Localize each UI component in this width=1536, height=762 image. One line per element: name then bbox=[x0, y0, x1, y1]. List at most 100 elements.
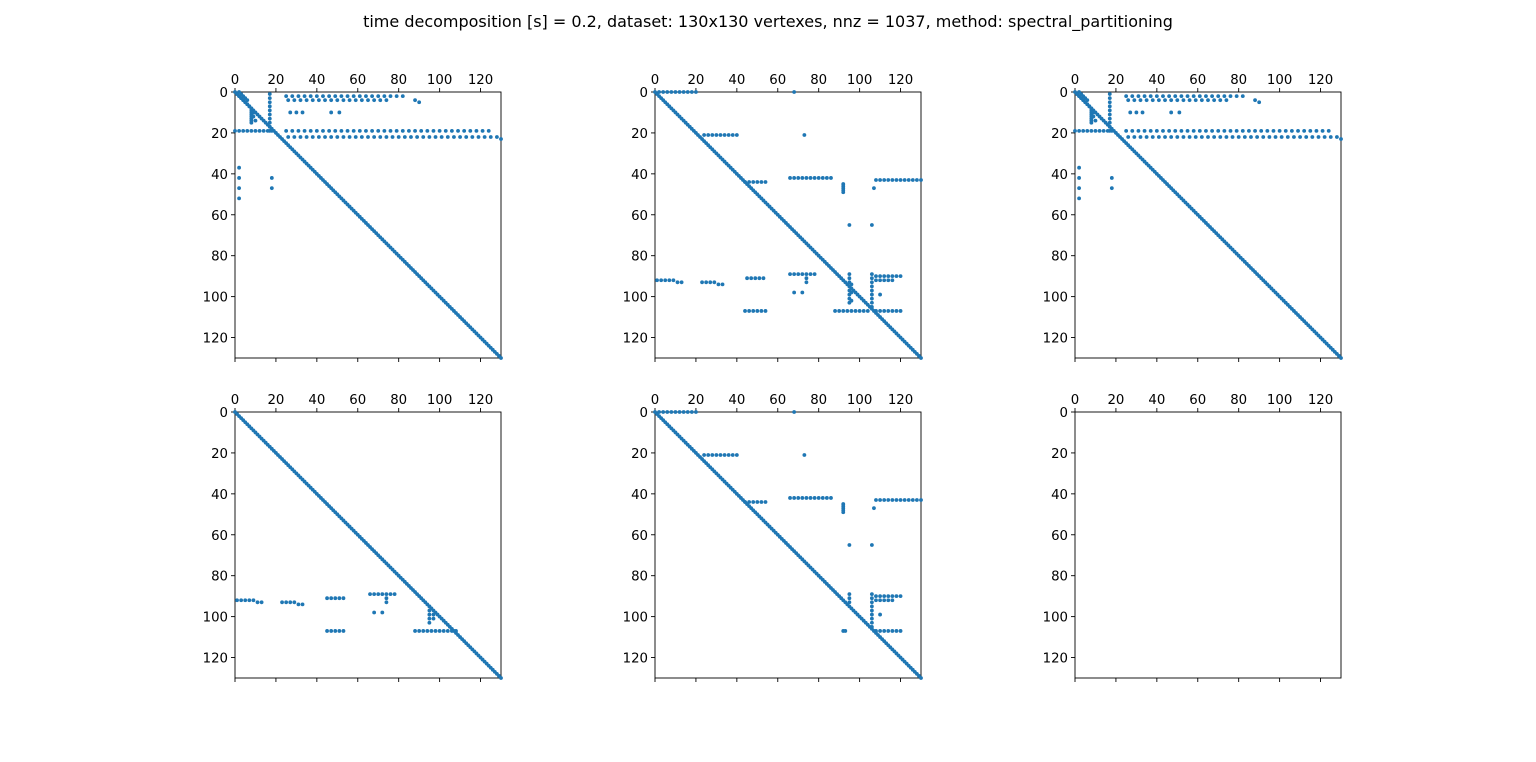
nonzero-point bbox=[413, 629, 417, 633]
nonzero-point bbox=[1257, 100, 1262, 105]
nonzero-point bbox=[316, 98, 321, 103]
nonzero-point bbox=[886, 278, 891, 283]
nonzero-point bbox=[427, 135, 432, 139]
nonzero-point bbox=[804, 272, 809, 277]
x-tick-label: 40 bbox=[308, 393, 325, 408]
nonzero-point bbox=[1302, 128, 1307, 133]
nonzero-point bbox=[869, 596, 874, 601]
nonzero-point bbox=[847, 600, 852, 605]
nonzero-point bbox=[712, 280, 717, 285]
nonzero-point bbox=[655, 278, 659, 283]
nonzero-point bbox=[849, 298, 854, 303]
nonzero-point bbox=[296, 128, 301, 133]
nonzero-point bbox=[841, 190, 846, 195]
nonzero-point bbox=[292, 600, 297, 605]
figure-title: time decomposition [s] = 0.2, dataset: 1… bbox=[363, 12, 1173, 31]
nonzero-point bbox=[898, 498, 903, 502]
nonzero-point bbox=[415, 135, 420, 139]
y-tick-label: 20 bbox=[631, 127, 648, 142]
nonzero-point bbox=[853, 309, 858, 313]
nonzero-point bbox=[685, 90, 690, 94]
nonzero-point bbox=[816, 496, 821, 500]
nonzero-point bbox=[1193, 135, 1198, 139]
nonzero-point bbox=[869, 280, 874, 285]
nonzero-point bbox=[874, 278, 878, 283]
nonzero-point bbox=[384, 596, 389, 601]
nonzero-point bbox=[1322, 135, 1327, 139]
nonzero-point bbox=[669, 410, 674, 414]
nonzero-point bbox=[869, 624, 874, 629]
nonzero-point bbox=[366, 98, 370, 103]
nonzero-point bbox=[1197, 94, 1202, 98]
nonzero-point bbox=[824, 496, 829, 500]
nonzero-point bbox=[376, 592, 381, 597]
nonzero-point bbox=[267, 100, 272, 105]
nonzero-point bbox=[804, 176, 809, 180]
nonzero-point bbox=[1304, 135, 1309, 139]
nonzero-point bbox=[679, 280, 684, 285]
x-tick-label: 100 bbox=[847, 73, 872, 88]
nonzero-point bbox=[370, 128, 374, 133]
nonzero-point bbox=[267, 108, 272, 113]
nonzero-point bbox=[1154, 94, 1159, 98]
y-tick-label: 80 bbox=[211, 570, 228, 585]
x-tick-label: 60 bbox=[1189, 73, 1206, 88]
x-tick-label: 100 bbox=[1267, 393, 1292, 408]
nonzero-point bbox=[1204, 94, 1208, 98]
nonzero-point bbox=[1091, 114, 1096, 119]
nonzero-point bbox=[433, 629, 438, 633]
nonzero-point bbox=[1222, 128, 1227, 133]
nonzero-point bbox=[669, 90, 674, 94]
nonzero-point bbox=[280, 600, 284, 605]
nonzero-point bbox=[1253, 98, 1257, 103]
y-tick-label: 20 bbox=[1051, 447, 1068, 462]
nonzero-point bbox=[454, 629, 458, 633]
nonzero-point bbox=[898, 274, 903, 279]
nonzero-point bbox=[495, 135, 499, 139]
nonzero-point bbox=[1091, 110, 1096, 115]
x-tick-label: 80 bbox=[1230, 393, 1247, 408]
nonzero-point bbox=[1234, 94, 1239, 98]
nonzero-point bbox=[1107, 120, 1112, 125]
nonzero-point bbox=[1277, 128, 1282, 133]
x-tick-label: 40 bbox=[728, 73, 745, 88]
nonzero-point bbox=[1298, 135, 1302, 139]
nonzero-point bbox=[431, 616, 436, 621]
nonzero-point bbox=[1107, 92, 1112, 96]
nonzero-point bbox=[894, 594, 899, 599]
y-tick-label: 40 bbox=[1051, 488, 1068, 503]
nonzero-point bbox=[247, 598, 252, 603]
x-tick-label: 40 bbox=[1148, 393, 1165, 408]
nonzero-point bbox=[675, 280, 680, 285]
nonzero-point bbox=[1107, 116, 1112, 121]
nonzero-point bbox=[730, 133, 735, 137]
nonzero-point bbox=[1128, 110, 1133, 115]
nonzero-point bbox=[384, 98, 389, 103]
nonzero-point bbox=[1289, 128, 1294, 133]
nonzero-point bbox=[659, 278, 664, 283]
nonzero-point bbox=[1240, 94, 1245, 98]
nonzero-point bbox=[763, 180, 768, 184]
x-tick-label: 80 bbox=[810, 393, 827, 408]
nonzero-point bbox=[482, 135, 487, 139]
nonzero-point bbox=[357, 128, 362, 133]
nonzero-point bbox=[751, 309, 756, 313]
nonzero-point bbox=[269, 186, 274, 191]
x-tick-label: 120 bbox=[888, 73, 913, 88]
nonzero-point bbox=[302, 94, 307, 98]
x-tick-label: 80 bbox=[810, 73, 827, 88]
nonzero-point bbox=[761, 276, 766, 281]
nonzero-point bbox=[718, 133, 723, 137]
y-tick-label: 60 bbox=[1051, 209, 1068, 224]
nonzero-point bbox=[673, 90, 678, 94]
nonzero-point bbox=[700, 280, 704, 285]
nonzero-point bbox=[300, 602, 305, 607]
x-tick-label: 20 bbox=[687, 73, 704, 88]
nonzero-point bbox=[1310, 135, 1315, 139]
nonzero-point bbox=[364, 128, 368, 133]
nonzero-point bbox=[337, 629, 342, 633]
y-tick-label: 120 bbox=[623, 332, 648, 347]
nonzero-point bbox=[445, 135, 450, 139]
x-tick-label: 60 bbox=[349, 393, 366, 408]
nonzero-point bbox=[841, 510, 846, 515]
